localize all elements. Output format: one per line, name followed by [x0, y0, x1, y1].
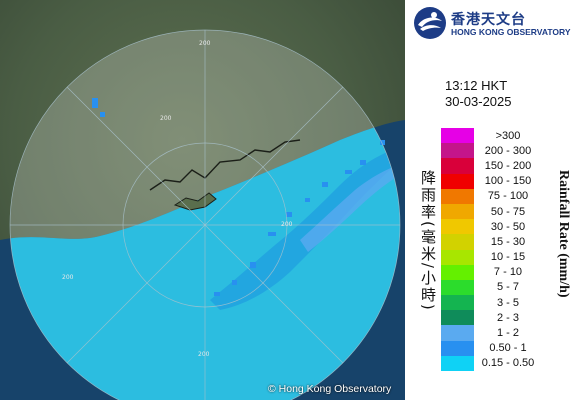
legend-swatch	[441, 203, 474, 220]
legend-row: 2 - 3	[441, 310, 551, 326]
legend-label: 7 - 10	[493, 266, 523, 279]
legend-swatch	[441, 310, 474, 326]
legend-swatch	[441, 325, 474, 341]
legend-row: 200 - 300	[441, 143, 551, 159]
hko-logo: 香港天文台 HONG KONG OBSERVATORY	[413, 6, 573, 42]
legend-swatch	[441, 128, 474, 144]
legend-swatch	[441, 219, 474, 235]
legend-swatch	[441, 355, 474, 371]
legend-row: 15 - 30	[441, 234, 551, 250]
legend-row: 100 - 150	[441, 173, 551, 189]
legend-row: 7 - 10	[441, 264, 551, 280]
legend-label: 10 - 15	[490, 251, 526, 264]
observation-date: 30-03-2025	[445, 94, 512, 109]
legend-row: 150 - 200	[441, 158, 551, 174]
hko-emblem-icon	[414, 7, 446, 39]
legend-row: 0.50 - 1	[441, 340, 551, 356]
legend-label: 1 - 2	[496, 327, 519, 340]
legend-swatch	[441, 295, 474, 311]
range-ring-label-west: 200	[62, 274, 74, 281]
radar-map-canvas: 200 200 200 200 200	[0, 0, 405, 400]
range-ring-label-south: 200	[198, 351, 210, 358]
legend-row: >300	[441, 128, 551, 144]
legend-label: 75 - 100	[487, 190, 529, 203]
legend-row: 5 - 7	[441, 279, 551, 296]
range-ring-label-inner: 200	[160, 115, 172, 122]
legend-swatch	[441, 158, 474, 174]
rainfall-legend: >300 200 - 300 150 - 200 100 - 150 75 - 100 5…	[441, 128, 551, 371]
legend-label: 2 - 3	[496, 311, 519, 324]
legend-title-english: Rainfall Rate (mm/h)	[556, 170, 571, 298]
rain-band-moderate	[210, 150, 400, 310]
legend-label: 0.15 - 0.50	[481, 357, 535, 370]
legend-row: 30 - 50	[441, 219, 551, 235]
legend-row: 3 - 5	[441, 295, 551, 311]
legend-swatch	[441, 279, 474, 296]
legend-label: 5 - 7	[496, 281, 519, 294]
legend-label: 3 - 5	[496, 296, 519, 309]
legend-label: 30 - 50	[490, 220, 526, 233]
coastline	[149, 139, 301, 191]
rain-band-heavier	[300, 165, 400, 252]
range-rings	[9, 29, 401, 400]
rain-coverage-area	[10, 120, 400, 400]
logo-english-name: HONG KONG OBSERVATORY	[451, 27, 571, 37]
legend-swatch	[441, 173, 474, 189]
legend-swatch	[441, 264, 474, 280]
legend-swatch	[441, 234, 474, 250]
legend-label: 50 - 75	[490, 205, 526, 218]
logo-chinese-name: 香港天文台	[451, 12, 526, 28]
range-ring-label-east: 200	[281, 221, 293, 228]
legend-row: 10 - 15	[441, 249, 551, 265]
legend-label: 200 - 300	[484, 144, 532, 157]
legend-label: 150 - 200	[484, 159, 532, 172]
legend-row: 75 - 100	[441, 188, 551, 204]
legend-swatch	[441, 249, 474, 265]
legend-row: 50 - 75	[441, 203, 551, 220]
radar-map: 200 200 200 200 200 © Hong Kong Observat…	[0, 0, 405, 400]
legend-title-chinese: 降雨率(毫米/小時)	[419, 170, 437, 312]
rain-echoes	[92, 98, 385, 296]
range-ring-label-north: 200	[199, 40, 211, 47]
legend-swatch	[441, 188, 474, 204]
legend-swatch	[441, 143, 474, 159]
legend-swatch	[441, 340, 474, 356]
legend-row: 0.15 - 0.50	[441, 355, 551, 371]
legend-label: >300	[495, 129, 521, 142]
legend-label: 15 - 30	[490, 235, 526, 248]
observation-time: 13:12 HKT	[445, 78, 508, 93]
island-lantau	[173, 192, 217, 211]
legend-label: 0.50 - 1	[489, 342, 527, 355]
legend-label: 100 - 150	[484, 175, 532, 188]
legend-panel: 香港天文台 HONG KONG OBSERVATORY 13:12 HKT 30…	[405, 0, 577, 400]
legend-row: 1 - 2	[441, 325, 551, 341]
copyright-notice: © Hong Kong Observatory	[268, 383, 392, 395]
